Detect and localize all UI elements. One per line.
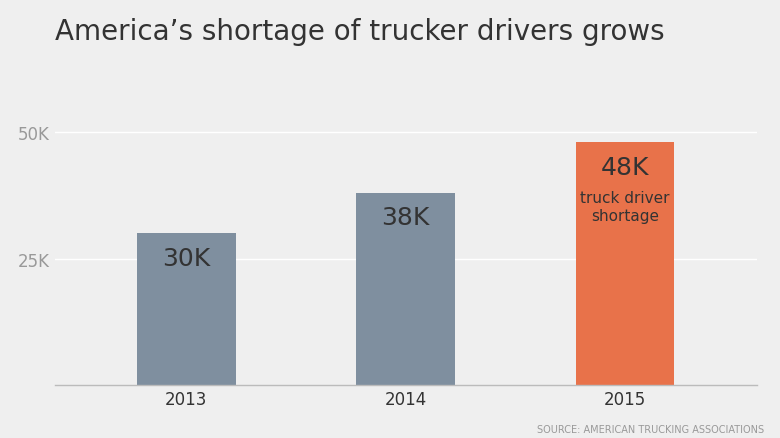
Bar bbox=[356, 194, 455, 385]
Bar bbox=[136, 234, 236, 385]
Text: 38K: 38K bbox=[381, 206, 430, 230]
Text: truck driver
shortage: truck driver shortage bbox=[580, 191, 670, 223]
Text: SOURCE: AMERICAN TRUCKING ASSOCIATIONS: SOURCE: AMERICAN TRUCKING ASSOCIATIONS bbox=[537, 424, 764, 434]
Bar bbox=[576, 143, 675, 385]
Text: 30K: 30K bbox=[162, 247, 211, 270]
Text: America’s shortage of trucker drivers grows: America’s shortage of trucker drivers gr… bbox=[55, 18, 665, 46]
Text: 48K: 48K bbox=[601, 155, 649, 180]
